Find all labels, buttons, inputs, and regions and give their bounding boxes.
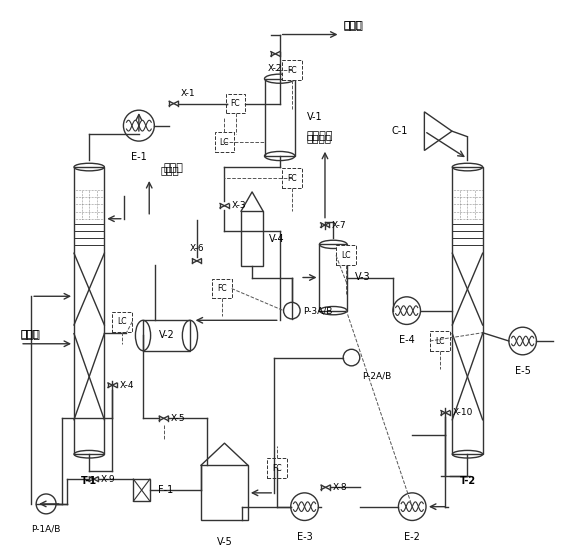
Text: X-3: X-3 (232, 201, 247, 210)
Text: 原料气: 原料气 (20, 330, 40, 340)
Text: X-10: X-10 (453, 408, 473, 417)
Bar (430, 331, 450, 351)
Bar (336, 245, 356, 265)
Bar (214, 132, 234, 152)
Text: E-3: E-3 (296, 532, 312, 542)
Bar (282, 168, 302, 188)
Bar (452, 167, 483, 454)
Text: FC: FC (287, 66, 296, 75)
Bar (282, 60, 302, 80)
Text: LC: LC (117, 317, 127, 326)
Bar (112, 312, 132, 332)
Bar (265, 79, 295, 156)
Text: T-1: T-1 (81, 476, 97, 486)
Text: P-1A/B: P-1A/B (32, 525, 61, 534)
Text: V-5: V-5 (217, 537, 232, 547)
Bar (143, 320, 190, 351)
Bar (225, 94, 245, 113)
Text: X-6: X-6 (190, 244, 204, 253)
Text: LC: LC (435, 336, 444, 346)
Text: V-4: V-4 (269, 234, 284, 244)
Text: V-2: V-2 (158, 330, 174, 340)
Bar (241, 211, 263, 266)
Text: FC: FC (217, 284, 227, 293)
Text: FC: FC (231, 99, 240, 108)
Text: 净化气: 净化气 (343, 21, 363, 31)
Text: 高点放空: 高点放空 (306, 130, 333, 140)
Text: FC: FC (272, 463, 282, 472)
Text: 闪蒸气: 闪蒸气 (163, 163, 183, 173)
Text: X-1: X-1 (180, 89, 195, 98)
Text: 闪蒸气: 闪蒸气 (160, 165, 179, 175)
Bar (267, 458, 287, 478)
Text: X-9: X-9 (101, 475, 116, 483)
Text: X-7: X-7 (332, 220, 347, 230)
Text: F-1: F-1 (158, 485, 173, 495)
Text: 净化气: 净化气 (343, 19, 362, 29)
Text: T-2: T-2 (460, 476, 475, 486)
Text: FC: FC (287, 174, 296, 183)
Text: 高点放空: 高点放空 (307, 133, 332, 143)
Text: LC: LC (341, 251, 350, 260)
Bar (319, 244, 347, 311)
Bar (74, 167, 104, 454)
Text: V-1: V-1 (308, 112, 323, 122)
Bar (201, 465, 248, 521)
Text: P-3A/B: P-3A/B (303, 306, 332, 315)
Text: E-2: E-2 (404, 532, 420, 542)
Text: X-2: X-2 (268, 64, 282, 73)
Bar (133, 479, 150, 501)
Text: E-4: E-4 (399, 335, 414, 345)
Text: P-2A/B: P-2A/B (363, 371, 392, 380)
Bar (212, 279, 232, 299)
Text: 原料气: 原料气 (20, 328, 39, 338)
Text: X-5: X-5 (171, 414, 185, 423)
Text: E-1: E-1 (131, 152, 147, 162)
Text: X-4: X-4 (120, 381, 134, 390)
Text: LC: LC (220, 138, 229, 147)
Text: X-8: X-8 (333, 483, 348, 492)
Text: E-5: E-5 (515, 366, 531, 376)
Text: V-3: V-3 (355, 273, 371, 282)
Text: C-1: C-1 (392, 126, 408, 136)
